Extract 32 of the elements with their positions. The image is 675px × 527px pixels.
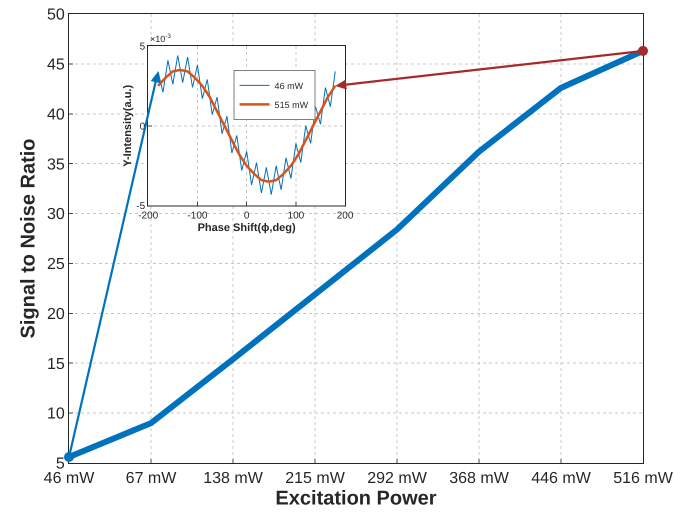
x-tick-label: -200 [138, 210, 159, 222]
x-axis-title: Excitation Power [275, 488, 437, 510]
y-tick-label: 10 [47, 406, 65, 423]
x-tick-label: 446 mW [531, 470, 592, 488]
x-axis-title: Phase Shift(ϕ,deg) [198, 222, 296, 234]
y-tick-label: 20 [47, 306, 65, 323]
x-tick-label: 67 mW [126, 470, 178, 488]
y-tick-label: -5 [136, 201, 146, 212]
y-tick-label: 15 [47, 356, 65, 373]
y-tick-label: 5 [56, 456, 65, 473]
x-tick-label: 215 mW [285, 470, 346, 488]
y-tick-label: 25 [47, 256, 65, 274]
x-tick-label: -100 [187, 210, 208, 222]
annotation: ×10$^{-3}$ [150, 33, 172, 44]
y-axis-title: Signal to Noise Ratio [18, 138, 40, 339]
x-tick-label: 0 [244, 210, 250, 222]
x-tick-label: 200 [336, 210, 354, 222]
y-tick-label: 35 [47, 156, 65, 174]
y-axis-title: Y-Intensity(a.u.) [122, 84, 134, 167]
x-tick-label: 46 mW [44, 470, 96, 488]
legend-label: 46 mW [274, 80, 304, 91]
legend-label: 515 mW [274, 100, 309, 110]
y-tick-label: 40 [47, 106, 65, 124]
y-tick-label: 45 [47, 56, 65, 74]
y-tick-label: 5 [140, 41, 146, 52]
x-tick-label: 138 mW [203, 470, 264, 488]
y-tick-label: 50 [47, 6, 65, 24]
x-tick-label: 516 mW [613, 470, 674, 488]
y-tick-label: 30 [47, 206, 65, 224]
x-tick-label: 292 mW [367, 470, 428, 488]
x-tick-label: 368 mW [449, 470, 510, 488]
x-tick-label: 100 [288, 210, 305, 222]
